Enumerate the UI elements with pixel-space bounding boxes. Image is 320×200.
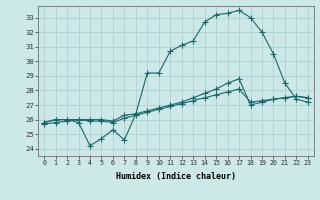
X-axis label: Humidex (Indice chaleur): Humidex (Indice chaleur)	[116, 172, 236, 181]
